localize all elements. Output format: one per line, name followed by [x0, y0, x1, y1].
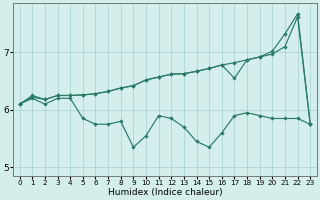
X-axis label: Humidex (Indice chaleur): Humidex (Indice chaleur)	[108, 188, 222, 197]
